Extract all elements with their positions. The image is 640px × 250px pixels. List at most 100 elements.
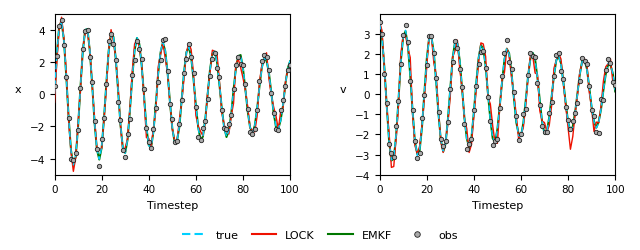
Point (547, 100, 557, 104)
Point (177, 98, 187, 102)
Point (73, 128, 83, 132)
Point (153, 81, 163, 85)
Point (596, 97, 606, 101)
Point (476, 50, 486, 54)
Point (207, 58, 218, 62)
Point (257, 60, 267, 64)
Point (90, 120, 100, 124)
Point (516, 133, 526, 137)
Point (467, 138, 477, 142)
Point (221, 128, 232, 132)
Point (87, 81, 97, 85)
Point (136, 58, 147, 62)
Point (478, 50, 488, 54)
Point (417, 116, 427, 120)
Point (577, 57, 588, 61)
Point (584, 84, 595, 88)
Point (537, 124, 547, 128)
Point (148, 128, 159, 132)
Point (54, 25, 65, 29)
Point (506, 68, 516, 71)
Point (445, 88, 456, 92)
Point (426, 35, 436, 39)
Point (205, 74, 215, 78)
Point (83, 29, 93, 33)
Point (398, 34, 408, 38)
Point (601, 69, 611, 73)
Point (165, 103, 175, 107)
Point (471, 85, 481, 89)
Point (217, 108, 227, 112)
Point (212, 67, 222, 71)
Point (497, 75, 508, 79)
X-axis label: Timestep: Timestep (472, 200, 523, 210)
Point (525, 52, 536, 56)
Point (408, 108, 418, 112)
Point (610, 84, 620, 88)
Point (410, 139, 420, 143)
Point (570, 111, 580, 115)
Point (436, 137, 446, 141)
Point (122, 132, 132, 136)
Point (511, 115, 522, 119)
Point (92, 147, 102, 151)
Point (481, 66, 491, 70)
Point (527, 55, 538, 59)
Point (271, 128, 281, 132)
Point (195, 138, 205, 142)
Point (202, 97, 212, 101)
Point (438, 144, 449, 148)
Point (518, 113, 529, 117)
Point (111, 59, 121, 63)
Point (551, 54, 561, 58)
Point (141, 127, 152, 131)
Point (422, 63, 432, 67)
Point (231, 64, 241, 68)
Point (200, 120, 211, 124)
Point (433, 111, 444, 115)
Point (179, 72, 189, 76)
Point (488, 144, 498, 148)
Point (243, 108, 253, 112)
Point (186, 56, 196, 60)
Point (405, 80, 415, 84)
Point (598, 98, 609, 102)
Point (228, 87, 239, 91)
Point (464, 143, 474, 147)
Point (474, 63, 484, 67)
Point (191, 106, 201, 110)
Point (181, 58, 191, 62)
Point (113, 101, 124, 105)
Point (523, 74, 533, 78)
Point (63, 117, 74, 121)
Point (115, 118, 125, 122)
Point (224, 122, 234, 126)
Point (440, 140, 451, 144)
Point (61, 76, 72, 80)
Point (483, 96, 493, 100)
Point (461, 148, 472, 152)
Point (579, 60, 589, 64)
Point (170, 140, 180, 144)
Point (236, 63, 246, 67)
Point (160, 38, 170, 42)
Point (134, 48, 145, 52)
Point (605, 62, 616, 66)
Point (283, 69, 293, 73)
Point (184, 43, 194, 47)
Legend: true, LOCK, EMKF, obs: true, LOCK, EMKF, obs (178, 226, 462, 244)
Point (394, 100, 404, 104)
Point (280, 85, 291, 89)
Point (129, 59, 140, 63)
Point (108, 42, 118, 46)
Point (143, 140, 154, 144)
Point (593, 132, 604, 136)
Point (460, 123, 470, 127)
Point (172, 140, 182, 143)
Point (403, 40, 413, 44)
Point (66, 158, 76, 162)
Point (219, 126, 229, 130)
Point (450, 40, 460, 44)
Point (586, 109, 596, 113)
Point (485, 120, 495, 124)
